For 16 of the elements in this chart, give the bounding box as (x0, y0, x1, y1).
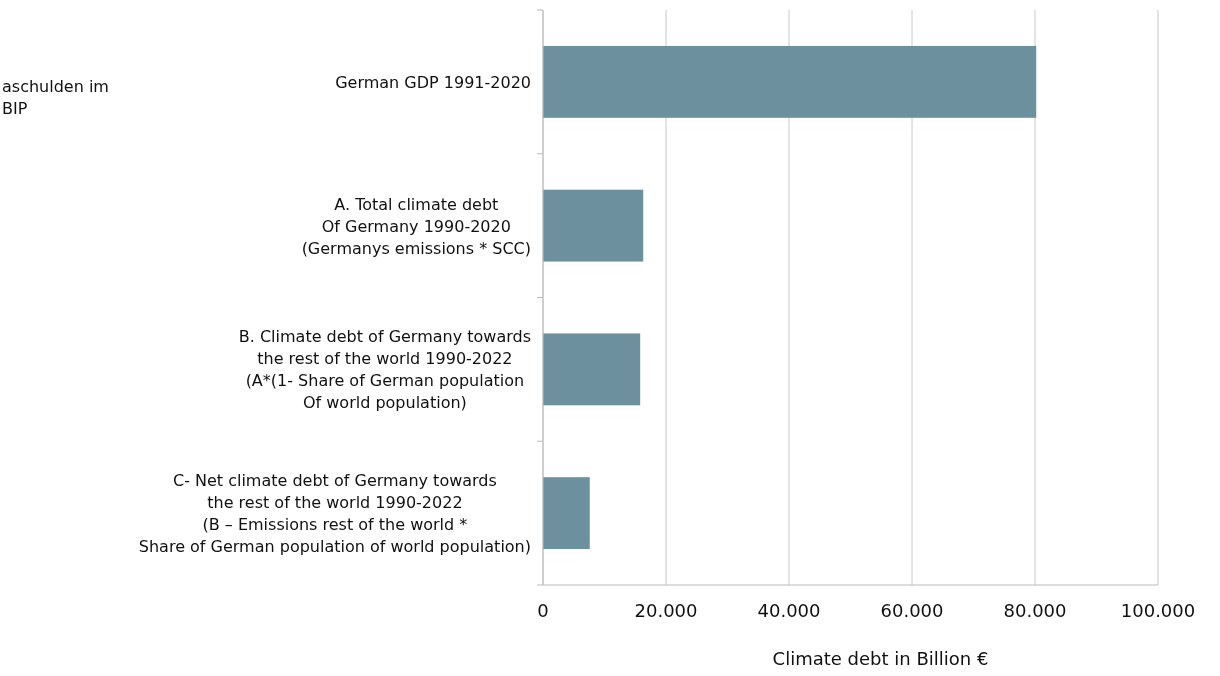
bar (543, 189, 644, 262)
bar (543, 477, 590, 550)
y-tick-label: C- Net climate debt of Germany towards the rest of the world 1990-2022 (B – Emissions rest of the world * Share of German population of world population) (138, 471, 531, 557)
bar (543, 45, 1037, 118)
x-tick-label: 20.000 (634, 600, 698, 621)
x-tick-label: 100.000 (1120, 600, 1196, 621)
x-tick-label: 40.000 (757, 600, 821, 621)
x-tick-label: 60.000 (880, 600, 944, 621)
y-tick-label: B. Climate debt of Germany towards the rest of the world 1990-2022 (A*(1- Share of German population Of world population) (238, 327, 531, 413)
x-tick-label: 80.000 (1003, 600, 1067, 621)
y-tick-label: German GDP 1991-2020 (335, 72, 531, 92)
x-tick-label: 0 (537, 600, 549, 621)
text: aschulden im BIP (2, 77, 109, 118)
y-tick-label: A. Total climate debt Of Germany 1990-2020 (Germanys emissions * SCC) (301, 194, 531, 258)
x-axis-title: Climate debt in Billion € (772, 648, 989, 669)
bar (543, 333, 641, 406)
